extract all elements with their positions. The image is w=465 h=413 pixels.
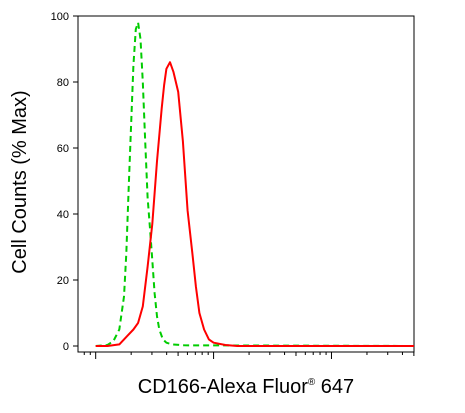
y-tick-label: 0 xyxy=(63,341,69,353)
series-line-red xyxy=(95,61,414,347)
y-axis-title: Cell Counts (% Max) xyxy=(9,90,31,273)
y-tick-label: 40 xyxy=(57,209,69,221)
plot-frame xyxy=(77,15,415,353)
y-tick-label: 20 xyxy=(57,275,69,287)
y-tick-label: 60 xyxy=(57,143,69,155)
x-axis-title-suffix: 647 xyxy=(315,376,354,398)
series-layer xyxy=(95,21,415,347)
y-axis-ticks: 0 20 40 60 80 100 xyxy=(51,11,78,353)
series-line-green-dashed xyxy=(95,21,415,347)
y-tick-label: 100 xyxy=(51,11,69,23)
x-axis-title-registered-mark: ® xyxy=(308,377,316,388)
x-axis-title-prefix: CD166-Alexa Fluor xyxy=(138,376,308,398)
x-axis-title: CD166-Alexa Fluor® 647 xyxy=(138,376,354,398)
y-tick-label: 80 xyxy=(57,77,69,89)
x-axis-ticks xyxy=(83,352,415,359)
